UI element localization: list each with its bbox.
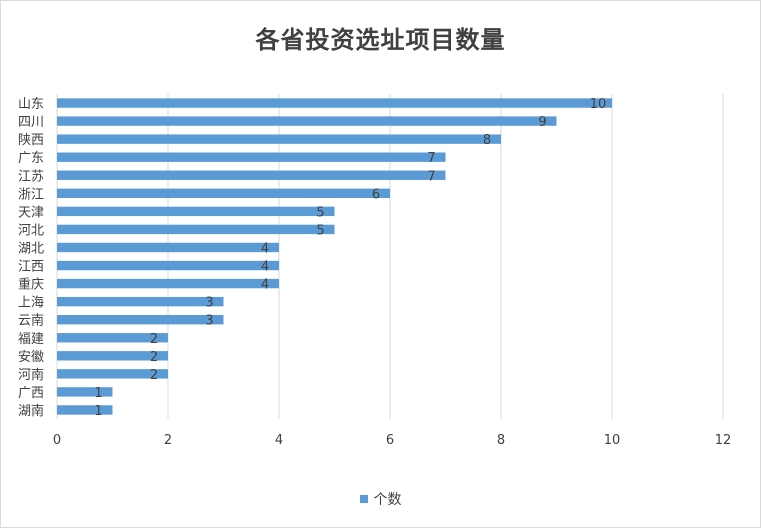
legend-label: 个数 [373, 492, 402, 508]
category-label: 安徽 [18, 350, 44, 365]
category-label: 广东 [18, 151, 44, 166]
category-label: 湖北 [18, 241, 44, 256]
x-tick-label: 10 [604, 433, 621, 448]
data-label: 1 [94, 386, 102, 401]
category-label: 云南 [18, 313, 44, 329]
category-label: 山东 [18, 97, 44, 112]
data-label: 2 [150, 368, 158, 383]
bar [57, 206, 335, 217]
bar [57, 405, 113, 415]
data-label: 6 [372, 187, 380, 202]
bar [57, 315, 224, 325]
category-label: 天津 [18, 205, 44, 220]
category-label: 浙江 [18, 187, 44, 202]
bar [57, 351, 168, 361]
category-label: 江苏 [18, 168, 44, 184]
data-label: 3 [205, 296, 213, 311]
bar [57, 278, 279, 289]
data-label: 2 [150, 350, 158, 365]
data-label: 4 [261, 260, 269, 275]
bar [57, 134, 501, 144]
category-label: 广西 [18, 386, 44, 401]
x-tick-label: 0 [53, 433, 61, 448]
bar [57, 387, 113, 397]
data-label: 7 [427, 151, 435, 166]
category-label: 江西 [18, 260, 44, 275]
x-tick-label: 2 [164, 433, 172, 448]
x-tick-label: 12 [715, 433, 732, 448]
category-label: 陕西 [18, 133, 44, 148]
bar [57, 296, 224, 307]
x-tick-label: 4 [275, 433, 283, 448]
category-label: 湖南 [18, 403, 44, 419]
bar [57, 333, 168, 343]
data-label: 1 [94, 404, 102, 419]
bar [57, 152, 446, 162]
legend-swatch [359, 495, 368, 503]
x-tick-label: 6 [386, 433, 394, 448]
chart-title: 各省投资选址项目数量 [255, 26, 506, 54]
bar [57, 260, 279, 271]
bar [57, 369, 168, 379]
data-label: 8 [483, 133, 491, 148]
bar [57, 224, 335, 235]
data-label: 4 [261, 241, 269, 256]
category-label: 重庆 [18, 277, 44, 293]
x-tick-label: 8 [497, 433, 505, 448]
bar [57, 188, 390, 198]
data-label: 4 [261, 278, 269, 293]
data-label: 5 [316, 205, 324, 220]
legend: 个数 [0, 489, 761, 509]
data-label: 10 [590, 97, 607, 112]
data-label: 2 [150, 332, 158, 347]
bar [57, 116, 557, 126]
category-label: 河北 [18, 223, 44, 238]
category-label: 福建 [18, 332, 44, 347]
data-label: 9 [538, 115, 546, 130]
data-label: 7 [427, 169, 435, 184]
data-label: 5 [316, 223, 324, 238]
data-label: 3 [205, 314, 213, 329]
bar [57, 170, 446, 180]
category-label: 河南 [18, 367, 44, 383]
category-label: 四川 [18, 115, 44, 130]
bar [57, 98, 612, 108]
category-label: 上海 [18, 296, 44, 311]
bar [57, 242, 279, 253]
